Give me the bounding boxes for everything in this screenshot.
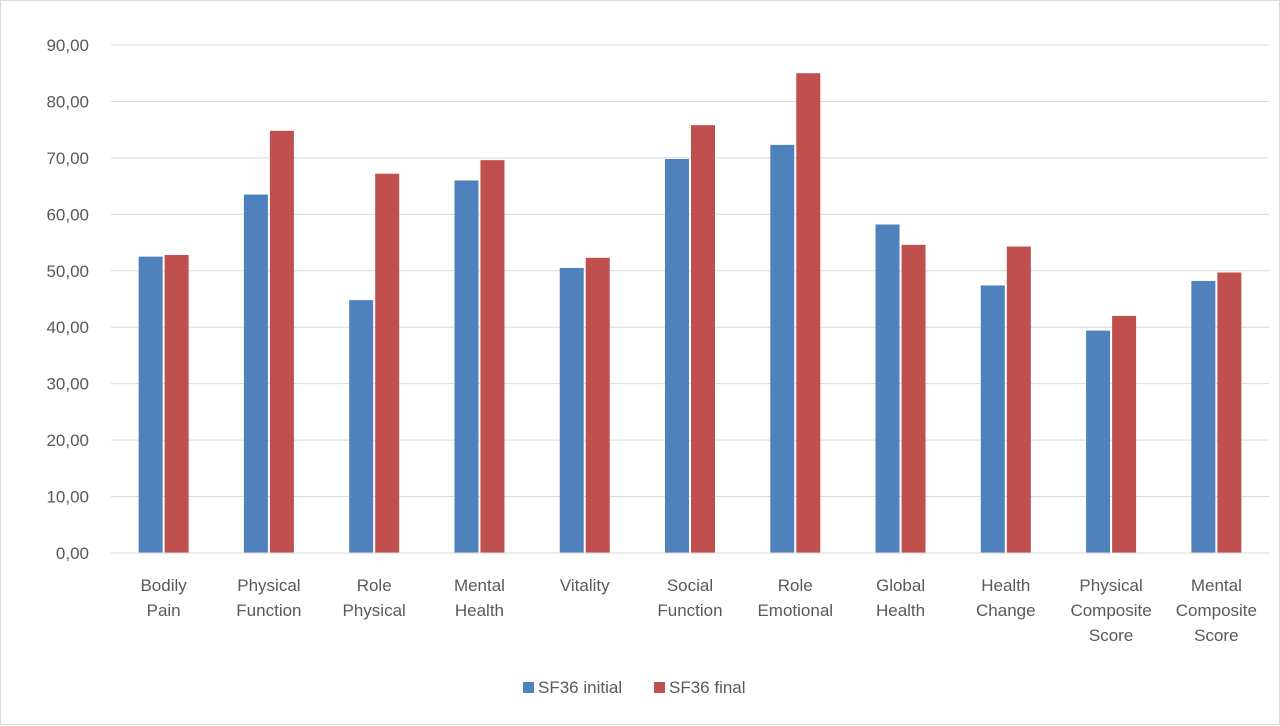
legend-swatch-sf36-final xyxy=(654,682,665,693)
y-tick-label: 50,00 xyxy=(46,262,89,281)
x-category-label-line: Physical xyxy=(1079,576,1142,595)
x-category-label-line: Pain xyxy=(147,601,181,620)
y-tick-label: 80,00 xyxy=(46,92,89,111)
y-tick-label: 0,00 xyxy=(56,544,89,563)
y-tick-label: 40,00 xyxy=(46,318,89,337)
y-tick-label: 70,00 xyxy=(46,149,89,168)
x-category-label-line: Role xyxy=(357,576,392,595)
bar-sf36-initial-7 xyxy=(875,224,900,553)
legend-swatch-sf36-initial xyxy=(523,682,534,693)
x-category-label-line: Physical xyxy=(343,601,406,620)
x-category-label-line: Function xyxy=(657,601,722,620)
x-category-label: Role Emotional xyxy=(757,576,833,620)
bar-sf36-initial-1 xyxy=(243,194,268,554)
x-category-label-line: Emotional xyxy=(757,601,833,620)
bar-sf36-final-3 xyxy=(480,160,505,553)
bar-sf36-final-8 xyxy=(1006,246,1031,554)
bar-sf36-initial-9 xyxy=(1086,330,1111,553)
bar-sf36-final-9 xyxy=(1112,315,1137,553)
x-category-label-line: Score xyxy=(1194,626,1238,645)
x-category-label-line: Change xyxy=(976,601,1036,620)
x-axis-category-labels: Bodily Pain Physical Function Role Physical Me… xyxy=(140,576,1257,645)
x-category-label-line: Health xyxy=(876,601,925,620)
bar-sf36-final-7 xyxy=(901,244,926,553)
x-category-label-line: Score xyxy=(1089,626,1133,645)
bar-sf36-final-6 xyxy=(796,73,821,553)
x-category-label: Mental Health xyxy=(454,576,505,620)
y-tick-label: 20,00 xyxy=(46,431,89,450)
x-category-label: Global Health xyxy=(876,576,925,620)
bar-sf36-initial-0 xyxy=(138,256,163,553)
legend-label-sf36-final: SF36 final xyxy=(669,678,746,697)
y-tick-label: 10,00 xyxy=(46,488,89,507)
x-category-label: Health Change xyxy=(976,576,1036,620)
x-category-label-line: Vitality xyxy=(560,576,610,595)
bar-sf36-final-1 xyxy=(269,130,294,553)
x-category-label-line: Composite xyxy=(1176,601,1257,620)
x-category-label-line: Health xyxy=(981,576,1030,595)
bar-sf36-initial-2 xyxy=(349,300,374,553)
x-category-label: Vitality xyxy=(560,576,610,595)
x-category-label-line: Role xyxy=(778,576,813,595)
x-category-label: Bodily Pain xyxy=(140,576,187,620)
bar-sf36-initial-6 xyxy=(770,144,795,553)
legend: SF36 initial SF36 final xyxy=(523,678,746,697)
x-category-label-line: Global xyxy=(876,576,925,595)
x-category-label-line: Composite xyxy=(1070,601,1151,620)
x-category-label-line: Bodily xyxy=(140,576,187,595)
bar-sf36-initial-10 xyxy=(1191,280,1216,553)
x-category-label: Role Physical xyxy=(343,576,406,620)
y-tick-label: 30,00 xyxy=(46,375,89,394)
gridlines xyxy=(111,44,1269,498)
bar-sf36-initial-5 xyxy=(665,159,689,554)
x-category-label-line: Social xyxy=(667,576,713,595)
y-tick-label: 90,00 xyxy=(46,36,89,55)
x-category-label-line: Mental xyxy=(1191,576,1242,595)
x-category-label-line: Function xyxy=(236,601,301,620)
x-category-label: Physical Function xyxy=(236,576,301,620)
bar-sf36-initial-4 xyxy=(559,267,584,553)
bar-sf36-final-4 xyxy=(585,257,610,553)
x-category-label-line: Physical xyxy=(237,576,300,595)
x-category-label: Mental Composite Score xyxy=(1176,576,1257,645)
bar-sf36-initial-3 xyxy=(454,180,479,553)
y-tick-label: 60,00 xyxy=(46,205,89,224)
bar-sf36-final-0 xyxy=(164,254,189,553)
bars xyxy=(138,73,1242,554)
legend-label-sf36-initial: SF36 initial xyxy=(538,678,622,697)
bar-sf36-final-5 xyxy=(691,125,715,553)
x-category-label-line: Mental xyxy=(454,576,505,595)
bar-sf36-final-10 xyxy=(1217,272,1242,553)
x-category-label: Physical Composite Score xyxy=(1070,576,1151,645)
bar-sf36-final-2 xyxy=(375,173,400,553)
bar-sf36-initial-8 xyxy=(980,285,1005,553)
x-category-label-line: Health xyxy=(455,601,504,620)
y-axis-tick-labels: 0,00 10,00 20,00 30,00 40,00 50,00 60,00 70,00 8… xyxy=(46,36,89,563)
x-category-label: Social Function xyxy=(657,576,722,620)
